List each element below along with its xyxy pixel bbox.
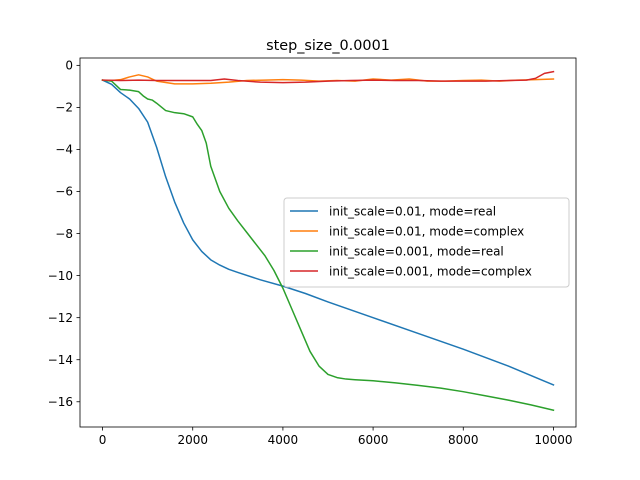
y-tick-label: −4 <box>55 143 73 157</box>
y-tick-label: −8 <box>55 227 73 241</box>
x-tick-label: 10000 <box>534 433 572 447</box>
chart-title: step_size_0.0001 <box>266 38 390 54</box>
y-tick-label: −12 <box>48 311 73 325</box>
series-line-4 <box>101 70 555 84</box>
legend-label-2: init_scale=0.01, mode=complex <box>329 224 524 238</box>
legend-label-4: init_scale=0.001, mode=complex <box>329 264 532 278</box>
plot-frame <box>79 57 577 428</box>
y-tick-label: −10 <box>48 269 73 283</box>
legend-label-3: init_scale=0.001, mode=real <box>329 244 504 258</box>
y-tick-label: −6 <box>55 185 73 199</box>
x-axis: 0 2000 4000 6000 8000 10000 <box>99 427 573 447</box>
y-tick-label: 0 <box>65 59 73 73</box>
series-line-3 <box>101 79 555 412</box>
y-axis: 0 −2 −4 −6 −8 −10 −12 −14 −16 <box>48 59 80 409</box>
legend-label-1: init_scale=0.01, mode=real <box>329 204 496 218</box>
x-tick-label: 8000 <box>448 433 479 447</box>
series-line-2 <box>101 74 555 85</box>
series-line-1 <box>101 79 555 386</box>
y-tick-label: −14 <box>48 353 73 367</box>
legend: init_scale=0.01, mode=real init_scale=0.0… <box>283 197 570 288</box>
x-tick-label: 4000 <box>268 433 299 447</box>
x-tick-label: 2000 <box>177 433 208 447</box>
x-tick-label: 0 <box>99 433 107 447</box>
legend-box <box>283 197 570 288</box>
series-layer <box>101 70 555 412</box>
x-tick-label: 6000 <box>358 433 389 447</box>
y-tick-label: −16 <box>48 395 73 409</box>
y-tick-label: −2 <box>55 101 73 115</box>
